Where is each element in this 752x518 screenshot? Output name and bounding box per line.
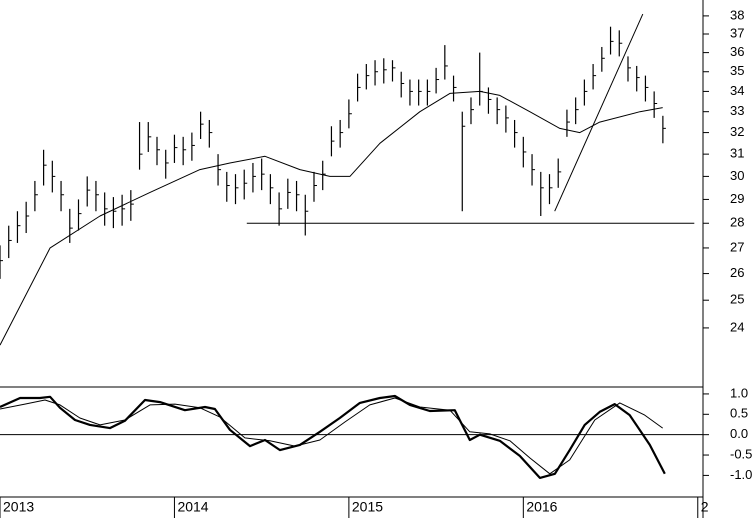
x-tick-label: 2015: [352, 499, 383, 515]
line-series: [0, 90, 663, 346]
y-tick-label: 30: [730, 168, 744, 183]
y-tick-label: 35: [730, 63, 744, 78]
x-tick-label: 2014: [177, 499, 208, 515]
y-tick-label: 34: [730, 83, 744, 98]
y-tick-label: 0.5: [730, 406, 748, 421]
y-tick-label: 26: [730, 265, 744, 280]
x-tick-label: 2013: [3, 499, 34, 515]
y-tick-label: -1.0: [730, 467, 752, 482]
y-tick-label: -0.5: [730, 446, 752, 461]
y-tick-label: 32: [730, 124, 744, 139]
y-tick-label: 0.0: [730, 426, 748, 441]
y-tick-label: 1.0: [730, 385, 748, 400]
x-tick-label: 2: [701, 499, 709, 515]
y-tick-label: 31: [730, 146, 744, 161]
y-tick-label: 38: [730, 7, 744, 22]
y-tick-label: 36: [730, 44, 744, 59]
line-series: [554, 13, 644, 212]
y-tick-label: 24: [730, 319, 744, 334]
line-series: [0, 394, 666, 479]
y-tick-label: 27: [730, 239, 744, 254]
x-tick-label: 2016: [526, 499, 557, 515]
y-tick-label: 29: [730, 191, 744, 206]
y-tick-label: 28: [730, 215, 744, 230]
y-tick-label: 37: [730, 25, 744, 40]
y-tick-label: 33: [730, 103, 744, 118]
line-series: [0, 397, 663, 475]
y-tick-label: 25: [730, 292, 744, 307]
